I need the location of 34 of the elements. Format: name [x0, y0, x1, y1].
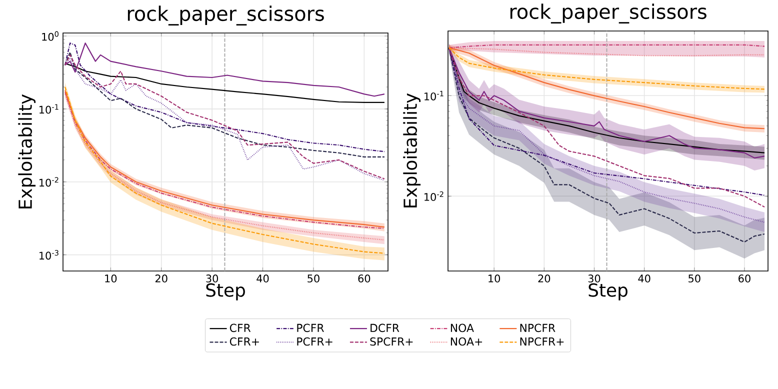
legend-label: SPCFR+: [370, 337, 413, 346]
legend-label: PCFR+: [297, 337, 332, 346]
chart-title: rock_paper_scissors: [128, 6, 324, 26]
x-tick-label: 60: [358, 274, 370, 282]
legend-label: CFR: [230, 324, 251, 332]
x-tick-label: 30: [588, 274, 600, 282]
legend-label: NOA+: [450, 337, 482, 346]
legend-label: NPCFR+: [520, 337, 564, 346]
y-tick-label: 10$^{-1}$: [424, 90, 444, 100]
legend-label: NPCFR: [520, 324, 556, 332]
legend-label: PCFR: [297, 324, 324, 332]
y-axis-title: Exploitability: [18, 94, 36, 208]
x-tick-label: 40: [638, 274, 650, 282]
x-tick-label: 10: [488, 274, 500, 282]
chart-title: rock_paper_scissors: [510, 4, 706, 24]
legend-label: CFR+: [230, 337, 259, 346]
legend-label: NOA: [450, 324, 474, 332]
x-tick-label: 50: [308, 274, 320, 282]
x-tick-label: 50: [688, 274, 700, 282]
x-axis-title: Step: [588, 283, 628, 300]
x-axis-title: Step: [206, 283, 245, 300]
y-tick-label: 10$^{-2}$: [40, 177, 58, 187]
y-tick-label: 10$^{0}$: [42, 31, 58, 41]
x-tick-label: 20: [538, 274, 550, 282]
y-tick-label: 10$^{-3}$: [40, 250, 58, 260]
legend-label: DCFR: [370, 324, 400, 332]
x-tick-label: 20: [155, 274, 168, 282]
x-tick-label: 40: [256, 274, 269, 282]
x-tick-label: 30: [206, 274, 218, 282]
y-tick-label: 10$^{-2}$: [424, 191, 444, 201]
y-tick-label: 10$^{-1}$: [40, 104, 58, 114]
x-tick-label: 10: [105, 274, 117, 282]
y-axis-title: Exploitability: [403, 93, 421, 208]
x-tick-label: 60: [738, 274, 750, 282]
